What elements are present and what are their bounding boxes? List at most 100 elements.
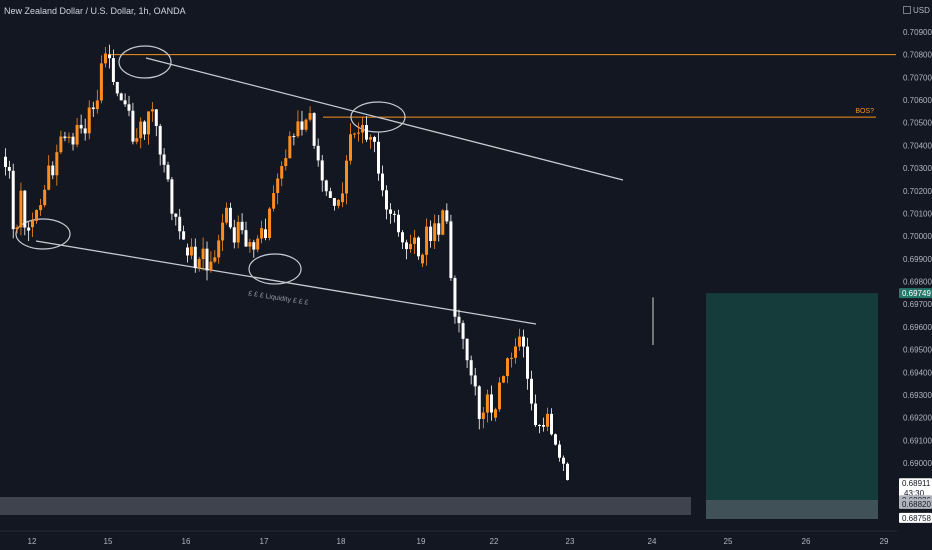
candle-body (377, 141, 380, 174)
candle-body (421, 254, 424, 264)
candle-body (91, 107, 95, 110)
candle-body (526, 346, 529, 379)
candle-body (465, 338, 469, 361)
price-tick-1: 0.70800 (903, 51, 932, 60)
candle-body (166, 164, 170, 180)
price-label-4: 0.68758 (902, 514, 931, 523)
candle-body (108, 54, 111, 59)
candle-body (280, 166, 284, 179)
candle-body (518, 336, 521, 347)
candle-body (201, 248, 205, 260)
candle-body (437, 223, 441, 235)
candle-body (554, 434, 557, 445)
price-tick-3: 0.70600 (903, 96, 932, 105)
candle-body (87, 107, 91, 134)
candle-body (345, 160, 348, 194)
candle-body (170, 179, 174, 214)
price-tick-13: 0.69600 (903, 323, 932, 332)
candle-body (115, 81, 119, 94)
candle-body (276, 178, 280, 194)
candle-body (252, 242, 256, 250)
candle-body (67, 136, 71, 139)
currency-selector[interactable]: USD (903, 6, 930, 15)
candle-body (213, 257, 217, 262)
price-axis-background (897, 0, 932, 550)
candle-body (453, 278, 457, 317)
candle-body (15, 227, 19, 230)
candle-body (413, 237, 416, 244)
candle-body (154, 109, 158, 127)
candle-body (75, 124, 79, 145)
candle-body (7, 166, 11, 171)
swing-high-ellipse (118, 45, 172, 79)
candle-body (174, 213, 178, 217)
candle-body (389, 209, 392, 214)
date-tick-5: 19 (417, 537, 426, 546)
candle-body (538, 425, 541, 427)
candle-body (481, 412, 485, 419)
price-label-1: 0.68911 (902, 479, 931, 488)
price-tick-4: 0.70500 (903, 119, 932, 128)
candle-body (441, 210, 445, 235)
candle-body (485, 394, 489, 413)
candle-body (217, 240, 221, 258)
candle-body (260, 228, 264, 239)
candle-body (353, 133, 356, 135)
candle-body (83, 128, 87, 134)
candle-body (473, 375, 477, 387)
candle-body (324, 180, 328, 192)
candle-body (308, 113, 312, 120)
price-label-3: 0.68820 (902, 500, 931, 509)
candle-body (296, 121, 300, 137)
candle-body (514, 346, 517, 358)
price-tick-2: 0.70700 (903, 73, 932, 82)
date-tick-8: 24 (648, 537, 657, 546)
candle-body (530, 378, 533, 404)
candle-body (150, 109, 154, 112)
price-tick-8: 0.70100 (903, 209, 932, 218)
candle-body (449, 221, 453, 279)
price-tick-19: 0.69000 (903, 459, 932, 468)
candle-body (425, 226, 429, 255)
candle-body (221, 222, 225, 241)
candle-body (240, 221, 244, 231)
price-tick-11: 0.69800 (903, 278, 932, 287)
candle-body (365, 124, 368, 140)
candle-body (397, 214, 400, 233)
price-tick-16: 0.69300 (903, 391, 932, 400)
candle-body (320, 160, 324, 181)
candle-body (178, 216, 182, 232)
candle-body (336, 199, 340, 206)
bos-label: BOS? (855, 108, 874, 115)
price-tick-7: 0.70200 (903, 187, 932, 196)
candle-body (268, 208, 272, 239)
candle-body (11, 170, 15, 230)
price-label-box-3 (899, 498, 932, 509)
candle-body (23, 190, 27, 228)
price-tick-0: 0.70900 (903, 28, 932, 37)
time-axis: 12 15 16 17 18 19 22 23 24 25 26 29 (0, 530, 897, 546)
support-zone-projection (706, 500, 878, 519)
support-zone (0, 497, 691, 515)
candle-body (143, 121, 147, 135)
price-tick-17: 0.69200 (903, 414, 932, 423)
price-label-box-0 (899, 288, 932, 299)
date-tick-11: 29 (880, 537, 889, 546)
candle-body (232, 227, 236, 243)
candle-body (284, 158, 288, 167)
candle-body (55, 152, 59, 176)
candle-body (558, 444, 561, 458)
candle-body (131, 110, 135, 142)
date-tick-4: 18 (337, 537, 346, 546)
price-tick-15: 0.69400 (903, 368, 932, 377)
candle-body (381, 173, 384, 191)
candle-body (264, 229, 267, 239)
currency-box-icon (903, 6, 911, 14)
candle-body (506, 358, 509, 377)
candle-body (236, 221, 240, 243)
candle-body (47, 165, 51, 190)
symbol-title[interactable]: New Zealand Dollar / U.S. Dollar, 1h, OA… (4, 6, 186, 16)
candle-body (209, 261, 213, 271)
candle-body (39, 205, 43, 211)
